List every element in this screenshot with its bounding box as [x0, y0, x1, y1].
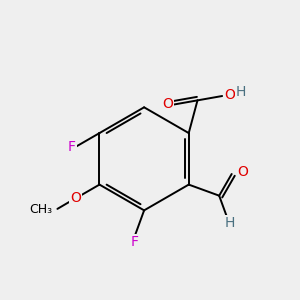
Text: H: H — [236, 85, 246, 100]
Text: O: O — [224, 88, 236, 102]
Text: O: O — [237, 165, 248, 178]
Text: F: F — [68, 140, 76, 154]
Text: O: O — [162, 97, 173, 111]
Text: H: H — [225, 216, 236, 230]
Text: CH₃: CH₃ — [30, 203, 53, 216]
Text: O: O — [70, 190, 81, 205]
Text: F: F — [130, 235, 139, 249]
